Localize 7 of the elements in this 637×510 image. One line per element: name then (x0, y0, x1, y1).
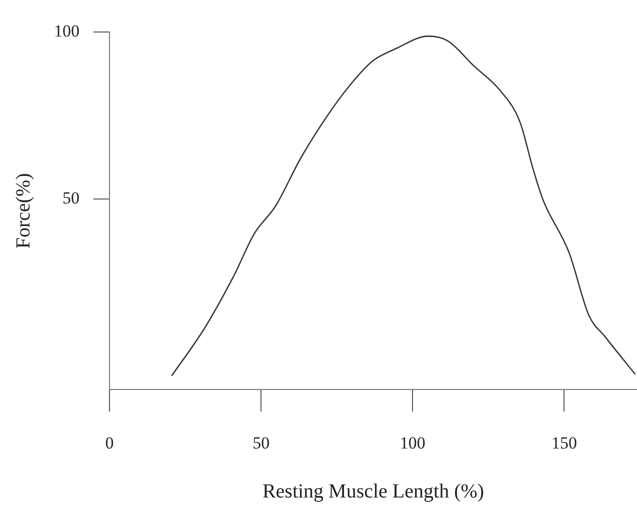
x-tick-label: 150 (551, 433, 577, 452)
x-tick-label: 100 (400, 433, 426, 452)
x-axis-title: Resting Muscle Length (%) (262, 480, 484, 502)
x-tick-label: 50 (252, 433, 270, 452)
x-tick-label: 0 (105, 433, 114, 452)
line-series (171, 36, 636, 377)
y-axis-title: Force(%) (12, 173, 34, 249)
